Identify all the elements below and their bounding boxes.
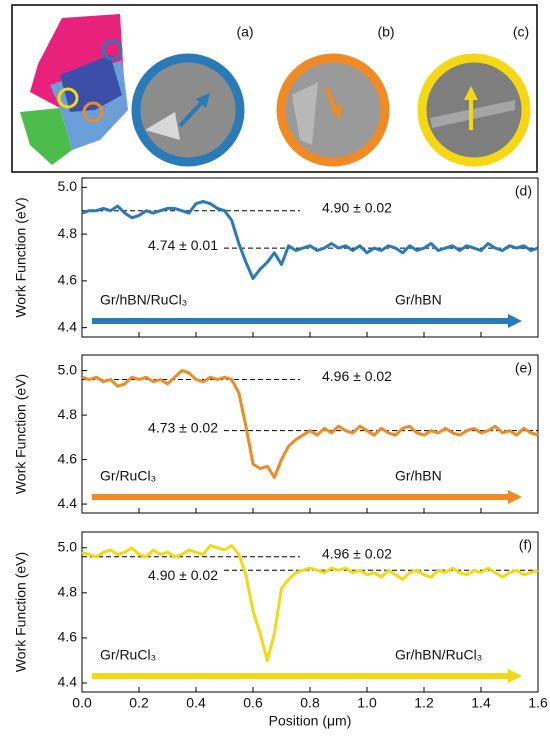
y-tick-label: 4.6 xyxy=(58,629,78,645)
y-tick-label: 4.4 xyxy=(58,318,78,334)
panel-tag: (f) xyxy=(519,537,532,553)
annotation: 4.90 ± 0.02 xyxy=(322,199,392,215)
annotation: 4.74 ± 0.01 xyxy=(148,237,218,253)
x-tick-label: 1.0 xyxy=(357,695,377,711)
plot-frame xyxy=(81,177,539,338)
direction-arrow-head xyxy=(508,490,522,504)
region-label: Gr/hBN/RuCl₃ xyxy=(100,292,187,308)
y-tick-label: 4.4 xyxy=(58,674,78,690)
panel-label: (a) xyxy=(236,24,253,40)
y-tick-label: 4.8 xyxy=(58,225,78,241)
x-axis-title: Position (μm) xyxy=(269,713,352,729)
annotation: 4.90 ± 0.02 xyxy=(148,567,218,583)
y-tick-label: 4.6 xyxy=(58,272,78,288)
x-tick-label: 0.2 xyxy=(129,695,149,711)
region-label: Gr/hBN xyxy=(395,292,442,308)
panel-tag: (d) xyxy=(515,183,532,199)
annotation: 4.96 ± 0.02 xyxy=(322,545,392,561)
y-tick-label: 5.0 xyxy=(58,538,78,554)
panel-label: (c) xyxy=(513,24,529,40)
region-label: Gr/RuCl₃ xyxy=(100,468,156,484)
direction-arrow xyxy=(92,318,510,324)
direction-arrow xyxy=(92,673,510,679)
chart-panel: 4.4 4.6 4.8 5.0 Work Function (eV) (e) 4.96 ± … xyxy=(13,354,539,514)
y-tick-label: 5.0 xyxy=(58,361,78,377)
x-tick-label: 1.2 xyxy=(414,695,434,711)
chart-panel: 4.4 4.6 4.8 5.0 0.0 0.2 0.4 0.6 0.8 1.0 1.2 1.4 1.6 P… xyxy=(13,531,548,729)
location-marker xyxy=(82,101,104,123)
direction-arrow-head xyxy=(508,669,522,683)
region-label: Gr/hBN/RuCl₃ xyxy=(395,647,482,663)
panel-frame xyxy=(11,4,538,173)
flake-region xyxy=(20,108,72,165)
plot-frame xyxy=(81,531,539,693)
annotation: 4.96 ± 0.02 xyxy=(322,368,392,384)
data-line xyxy=(81,544,539,662)
region-label: Gr/RuCl₃ xyxy=(100,647,156,663)
direction-arrow-head xyxy=(508,314,522,328)
data-line xyxy=(81,199,539,280)
y-tick-label: 5.0 xyxy=(58,178,78,194)
x-tick-label: 0.6 xyxy=(243,695,263,711)
direction-arrow xyxy=(92,494,510,500)
x-tick-label: 0.0 xyxy=(72,695,92,711)
y-axis-title: Work Function (eV) xyxy=(13,374,29,494)
y-tick-label: 4.8 xyxy=(58,584,78,600)
y-tick-label: 4.8 xyxy=(58,406,78,422)
x-tick-label: 0.8 xyxy=(300,695,320,711)
y-axis-title: Work Function (eV) xyxy=(13,197,29,317)
x-tick-label: 1.4 xyxy=(471,695,491,711)
y-axis-title: Work Function (eV) xyxy=(13,552,29,672)
afm-image xyxy=(276,53,390,167)
panel-tag: (e) xyxy=(515,360,532,376)
location-marker xyxy=(57,87,79,109)
y-tick-label: 4.4 xyxy=(58,495,78,511)
y-tick-label: 4.6 xyxy=(58,450,78,466)
location-marker xyxy=(101,39,123,61)
panel-label: (b) xyxy=(377,24,394,40)
x-tick-label: 0.4 xyxy=(186,695,206,711)
annotation: 4.73 ± 0.02 xyxy=(148,419,218,435)
x-tick-label: 1.6 xyxy=(528,695,548,711)
afm-image xyxy=(417,53,531,167)
data-line xyxy=(81,369,539,479)
chart-panel: 4.4 4.6 4.8 5.0 Work Function (eV) (d) 4.90 ± … xyxy=(13,177,539,338)
image-panel xyxy=(11,4,538,173)
afm-image xyxy=(131,53,245,167)
region-label: Gr/hBN xyxy=(395,468,442,484)
